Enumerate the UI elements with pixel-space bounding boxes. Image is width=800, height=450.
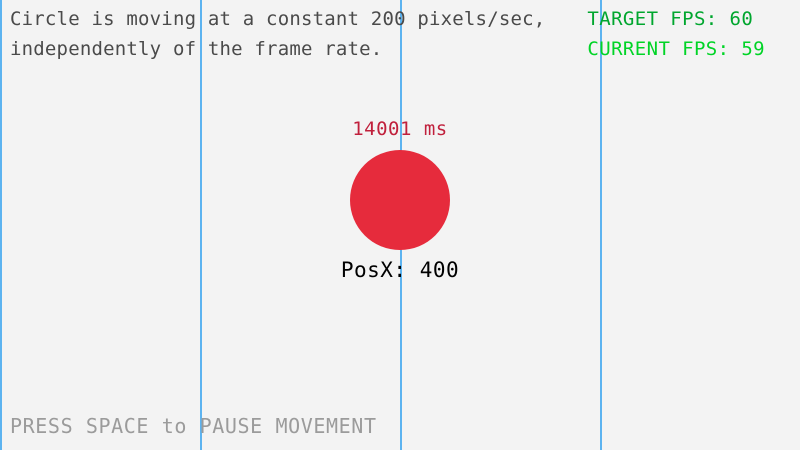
elapsed-time-label: 14001 ms — [352, 118, 448, 140]
gridline-200 — [200, 0, 202, 450]
gridline-0 — [0, 0, 2, 450]
pause-hint-text: PRESS SPACE to PAUSE MOVEMENT — [10, 414, 377, 438]
gridline-600 — [600, 0, 602, 450]
target-fps-label: TARGET FPS: 60 — [587, 8, 754, 30]
moving-circle[interactable] — [350, 150, 450, 250]
instruction-text: Circle is moving at a constant 200 pixel… — [10, 8, 546, 60]
position-x-label: PosX: 400 — [340, 258, 460, 282]
current-fps-label: CURRENT FPS: 59 — [587, 38, 765, 60]
fps-panel: TARGET FPS: 60 CURRENT FPS: 59 — [587, 4, 765, 64]
